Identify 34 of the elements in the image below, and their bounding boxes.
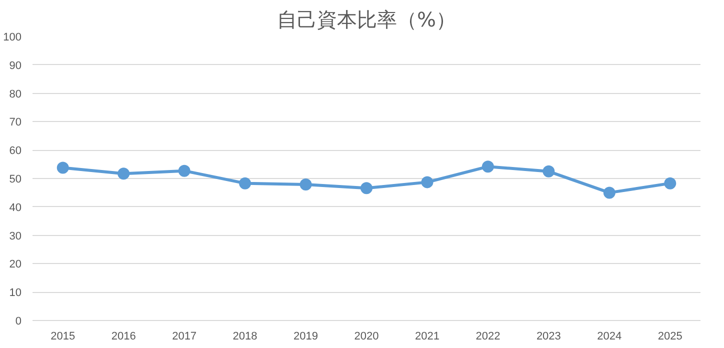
point: [664, 177, 676, 190]
point: [360, 182, 372, 194]
x-tick-label: 2015: [50, 330, 76, 342]
point: [421, 176, 434, 188]
chart-title: 自己資本比率（%）: [277, 8, 456, 32]
x-tick-label: 2023: [536, 330, 561, 342]
y-tick-label: 40: [9, 202, 22, 214]
point: [239, 177, 252, 190]
y-tick-label: 80: [9, 88, 22, 100]
point: [178, 164, 190, 177]
x-tick-label: 2019: [294, 330, 318, 342]
y-tick-label: 70: [9, 116, 22, 129]
y-tick-label: 30: [9, 230, 22, 242]
y-tick-label: 90: [9, 60, 22, 72]
x-tick-label: 2024: [597, 330, 622, 342]
y-tick-label: 0: [15, 316, 22, 328]
point: [118, 168, 130, 180]
x-tick-label: 2016: [111, 330, 136, 342]
y-tick-label: 60: [9, 145, 22, 158]
x-tick-label: 2017: [172, 330, 197, 342]
y-tick-label: 50: [9, 174, 22, 186]
point: [542, 165, 555, 178]
point: [56, 162, 69, 174]
x-tick-label: 2025: [658, 330, 682, 342]
x-tick-label: 2022: [476, 330, 500, 342]
x-tick-label: 2020: [354, 330, 379, 342]
y-tick-label: 10: [9, 287, 22, 300]
y-tick-label: 20: [9, 258, 22, 271]
point: [603, 186, 616, 199]
point: [300, 178, 312, 190]
point: [482, 160, 494, 173]
x-tick-label: 2021: [414, 330, 440, 342]
y-tick-label: 100: [3, 32, 22, 44]
x-tick-label: 2018: [232, 330, 258, 342]
